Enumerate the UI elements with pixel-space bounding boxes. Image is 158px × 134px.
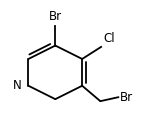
Text: Cl: Cl [103, 32, 115, 45]
Text: Br: Br [120, 91, 133, 104]
Text: N: N [13, 79, 22, 92]
Text: Br: Br [49, 10, 62, 23]
